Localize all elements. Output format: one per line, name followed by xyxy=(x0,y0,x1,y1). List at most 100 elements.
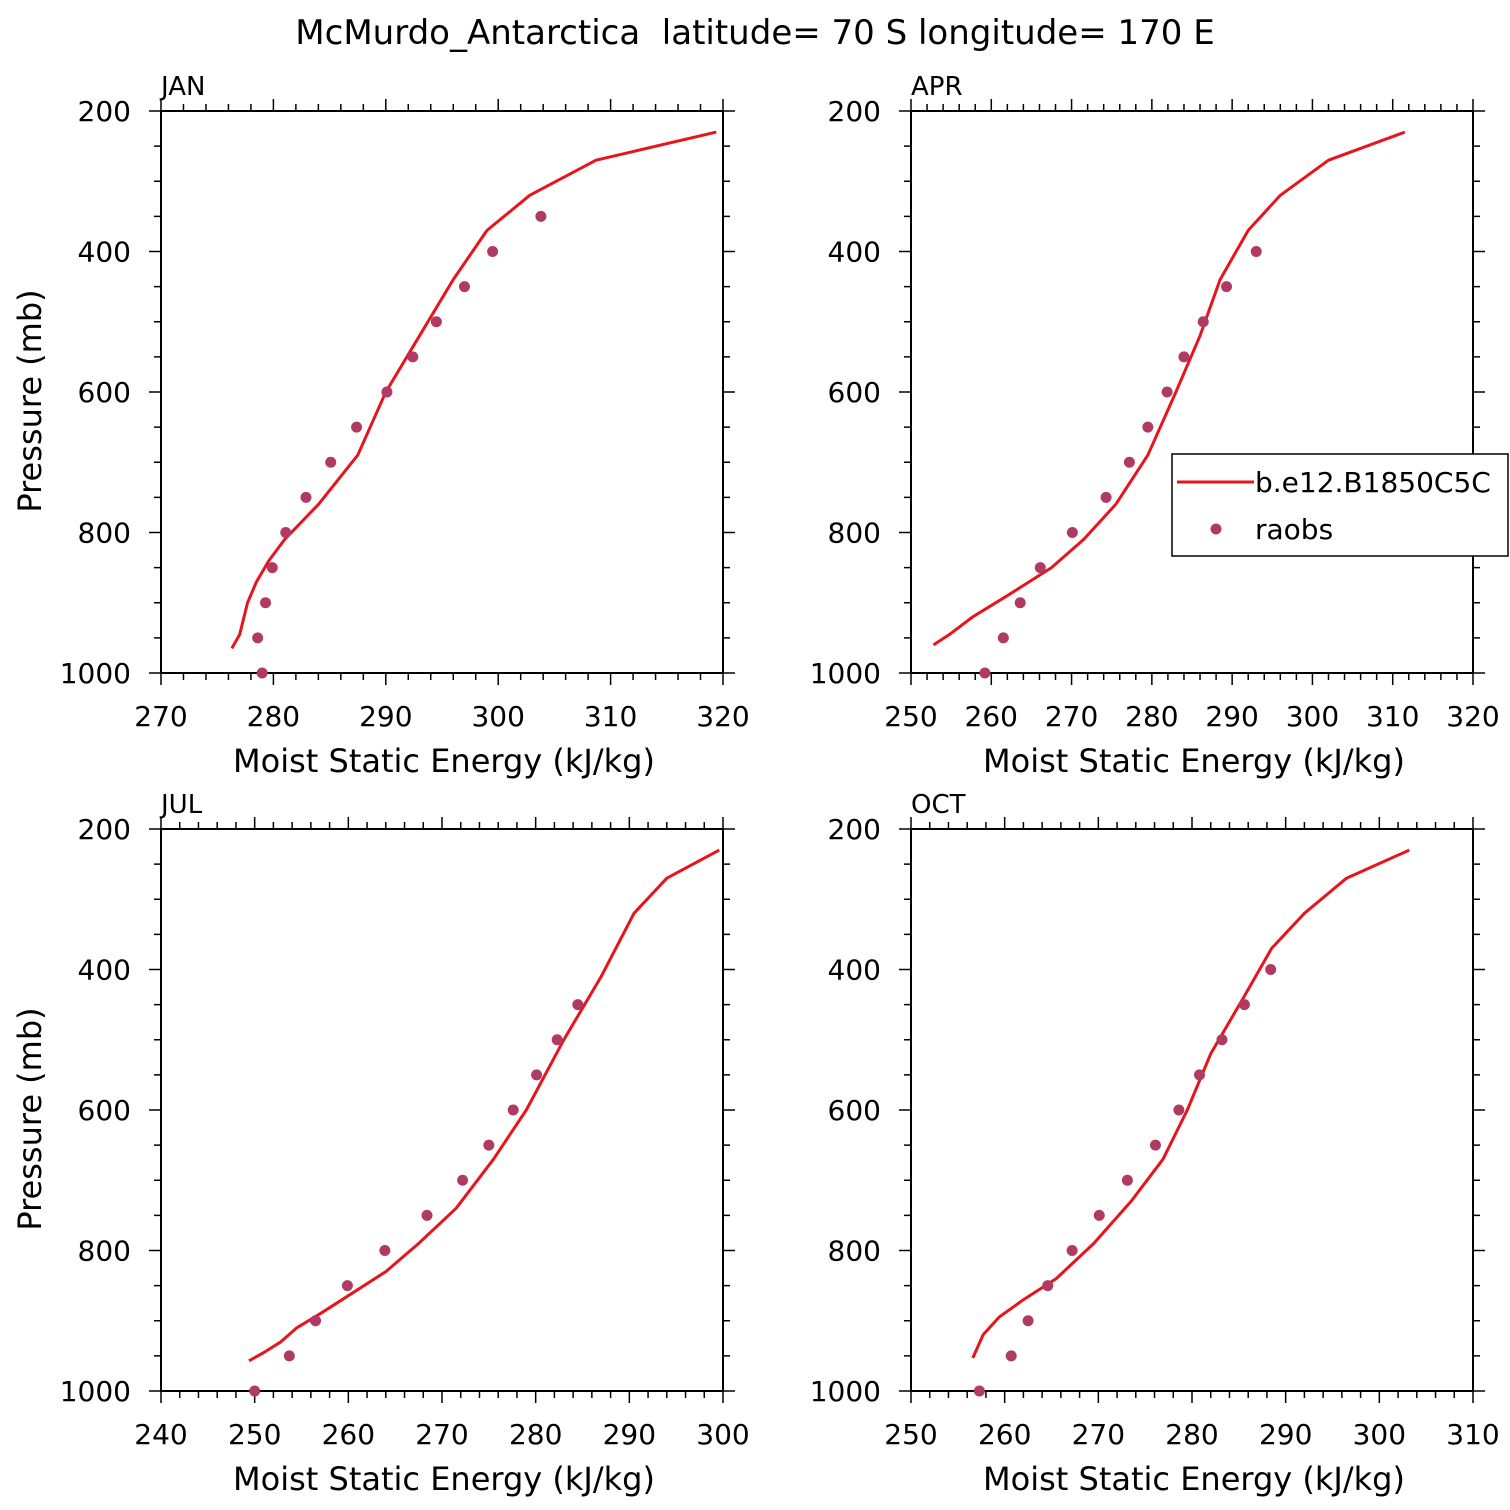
obs-point xyxy=(487,246,499,257)
x-axis-label: Moist Static Energy (kJ/kg) xyxy=(983,1460,1405,1498)
obs-point xyxy=(260,597,272,609)
x-tick-label: 320 xyxy=(696,700,749,733)
y-tick-label: 200 xyxy=(78,95,131,128)
obs-point xyxy=(1005,1350,1017,1362)
x-tick-label: 240 xyxy=(134,1418,187,1451)
obs-point xyxy=(421,1209,433,1221)
obs-point xyxy=(252,632,264,644)
panel-title: OCT xyxy=(911,790,966,820)
panel-title: APR xyxy=(911,72,963,102)
obs-point xyxy=(341,1280,353,1292)
y-axis-label: Pressure (mb) xyxy=(11,289,49,512)
x-tick-label: 290 xyxy=(1259,1418,1312,1451)
plot-frame xyxy=(910,828,1474,1392)
y-tick-label: 800 xyxy=(828,517,881,550)
obs-point xyxy=(1121,1174,1133,1186)
x-tick-label: 270 xyxy=(1045,700,1098,733)
obs-point xyxy=(572,999,584,1011)
x-tick-label: 290 xyxy=(359,700,412,733)
y-axis-label: Pressure (mb) xyxy=(11,1007,49,1230)
panel-title: JAN xyxy=(159,72,205,102)
x-tick-label: 290 xyxy=(1205,700,1258,733)
obs-point xyxy=(1042,1280,1054,1292)
legend-obs-marker xyxy=(1210,523,1222,535)
obs-point xyxy=(1178,351,1190,363)
model-series-line xyxy=(971,848,1410,1359)
obs-point xyxy=(458,281,470,293)
y-tick-label: 400 xyxy=(828,954,881,987)
panel-jan: JAN 270 280 290 300 310 320 200 400 600 800 1000 Moi… xyxy=(11,72,750,780)
obs-point xyxy=(1066,527,1078,538)
x-tick-label: 270 xyxy=(415,1418,468,1451)
x-tick-label: 280 xyxy=(247,700,300,733)
x-tick-label: 250 xyxy=(228,1418,281,1451)
obs-point xyxy=(1142,421,1154,433)
model-series-line xyxy=(932,130,1406,647)
obs-point xyxy=(1123,456,1135,468)
obs-point xyxy=(280,527,292,538)
obs-point xyxy=(407,351,419,363)
y-tick-label: 1000 xyxy=(810,1375,881,1408)
x-tick-label: 310 xyxy=(584,700,637,733)
panel-title: JUL xyxy=(159,790,203,820)
panel-apr: APR 250 260 270 280 290 300 310 320 200 400 600 800 1… xyxy=(810,72,1500,780)
panel-jul: JUL 240 250 260 270 280 290 300 200 400 600 800 1000… xyxy=(11,790,750,1498)
y-tick-label: 400 xyxy=(78,954,131,987)
obs-point xyxy=(1149,1139,1161,1151)
obs-point xyxy=(379,1245,391,1256)
obs-point xyxy=(1161,386,1173,398)
obs-point xyxy=(1022,1315,1034,1327)
obs-point xyxy=(1221,281,1233,293)
obs-point xyxy=(1173,1104,1185,1116)
obs-point xyxy=(1197,316,1209,328)
obs-point xyxy=(381,386,393,398)
x-tick-label: 310 xyxy=(1446,1418,1499,1451)
figure-title: McMurdo_Antarctica latitude= 70 S longit… xyxy=(295,13,1214,53)
y-tick-label: 200 xyxy=(78,813,131,846)
obs-point xyxy=(483,1139,495,1151)
obs-point xyxy=(997,632,1009,644)
obs-point xyxy=(1066,1245,1078,1256)
plot-frame xyxy=(160,828,724,1392)
x-tick-label: 260 xyxy=(978,1418,1031,1451)
obs-point xyxy=(1193,1069,1205,1081)
model-series-line xyxy=(230,130,717,650)
x-tick-label: 280 xyxy=(509,1418,562,1451)
obs-point xyxy=(249,1385,261,1397)
y-tick-label: 600 xyxy=(828,1094,881,1127)
obs-point xyxy=(551,1034,563,1046)
obs-point xyxy=(531,1069,543,1081)
x-tick-label: 310 xyxy=(1366,700,1419,733)
obs-point xyxy=(1034,562,1046,574)
obs-point xyxy=(310,1315,322,1327)
y-tick-label: 800 xyxy=(78,1235,131,1268)
obs-point xyxy=(1216,1034,1228,1046)
x-tick-label: 300 xyxy=(1353,1418,1406,1451)
y-tick-label: 1000 xyxy=(60,657,131,690)
x-tick-label: 300 xyxy=(696,1418,749,1451)
obs-point xyxy=(430,316,442,328)
legend-model-label: b.e12.B1850C5C xyxy=(1255,466,1491,499)
x-tick-label: 320 xyxy=(1446,700,1499,733)
legend-box xyxy=(1171,453,1509,557)
y-tick-label: 200 xyxy=(828,95,881,128)
panel-oct: OCT 250 260 270 280 290 300 310 200 400 600 800 1000… xyxy=(810,790,1500,1498)
obs-point xyxy=(535,210,547,222)
x-axis-label: Moist Static Energy (kJ/kg) xyxy=(233,1460,655,1498)
obs-point xyxy=(256,667,268,679)
obs-point xyxy=(1014,597,1026,609)
x-axis-label: Moist Static Energy (kJ/kg) xyxy=(233,742,655,780)
y-tick-label: 1000 xyxy=(810,657,881,690)
x-tick-label: 300 xyxy=(1286,700,1339,733)
y-tick-label: 800 xyxy=(828,1235,881,1268)
y-tick-label: 600 xyxy=(78,376,131,409)
y-tick-label: 200 xyxy=(828,813,881,846)
obs-point xyxy=(507,1104,519,1116)
obs-point xyxy=(457,1174,469,1186)
x-tick-label: 270 xyxy=(1072,1418,1125,1451)
model-series-line xyxy=(248,848,721,1363)
x-axis-label: Moist Static Energy (kJ/kg) xyxy=(983,742,1405,780)
x-tick-label: 270 xyxy=(134,700,187,733)
y-tick-label: 400 xyxy=(78,236,131,269)
